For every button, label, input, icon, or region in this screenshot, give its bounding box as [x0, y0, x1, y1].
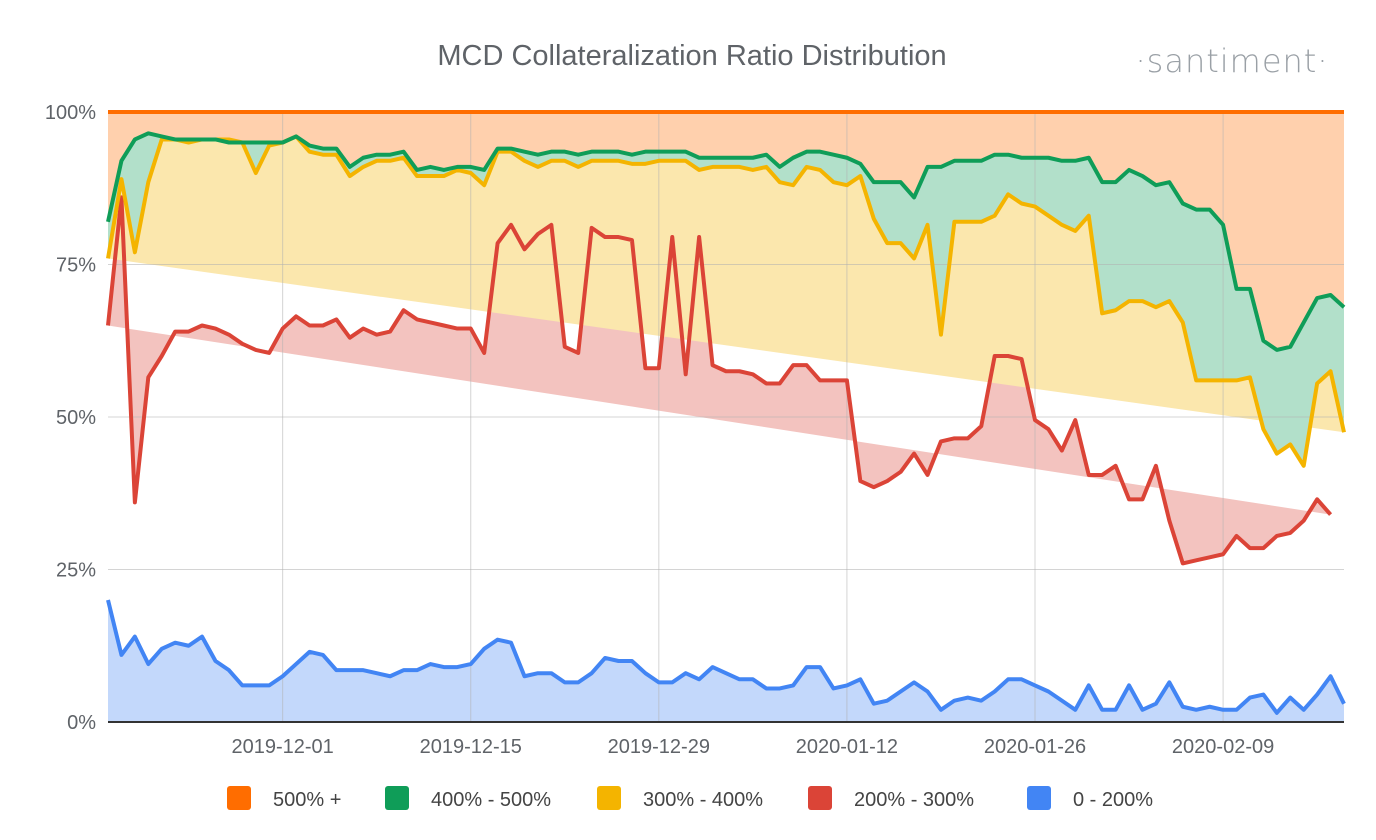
legend-label: 400% - 500% [431, 789, 551, 811]
x-tick-label: 2019-12-29 [608, 736, 710, 758]
area-band-500- [108, 112, 1344, 350]
legend-label: 0 - 200% [1073, 789, 1153, 811]
legend-label: 300% - 400% [643, 789, 763, 811]
y-tick-label: 75% [56, 255, 96, 277]
legend-swatch [1027, 786, 1051, 810]
y-tick-label: 50% [56, 407, 96, 429]
series-line-300-400- [106, 134, 1346, 468]
series-line-400-500- [106, 131, 1346, 352]
y-tick-label: 25% [56, 560, 96, 582]
x-tick-label: 2019-12-15 [420, 736, 522, 758]
x-tick-label: 2020-01-12 [796, 736, 898, 758]
legend-swatch [227, 786, 251, 810]
x-axis: 2019-12-01 2019-12-15 2019-12-29 2020-01-12… [108, 721, 1344, 758]
series-line-200-300- [106, 195, 1333, 566]
y-tick-label: 0% [67, 712, 96, 734]
area-band-200-300- [108, 197, 1331, 564]
legend-swatch [597, 786, 621, 810]
x-tick-label: 2020-01-26 [984, 736, 1086, 758]
legend-label: 200% - 300% [854, 789, 974, 811]
x-tick-label: 2019-12-01 [231, 736, 333, 758]
legend-swatch [385, 786, 409, 810]
x-tick-label: 2020-02-09 [1172, 736, 1274, 758]
legend-swatch [808, 786, 832, 810]
y-axis: 0% 25% 50% 75% 100% [45, 102, 96, 734]
plot-area [106, 110, 1346, 722]
y-tick-label: 100% [45, 102, 96, 124]
brand-logo: ·santiment· [1135, 42, 1328, 80]
series-line-0-200- [106, 599, 1346, 715]
legend: 500% + 400% - 500% 300% - 400% 200% - 300% 0… [227, 786, 1153, 811]
area-band-0-200- [108, 600, 1344, 722]
chart-title: MCD Collateralization Ratio Distribution [437, 40, 946, 72]
legend-label: 500% + [273, 789, 341, 811]
